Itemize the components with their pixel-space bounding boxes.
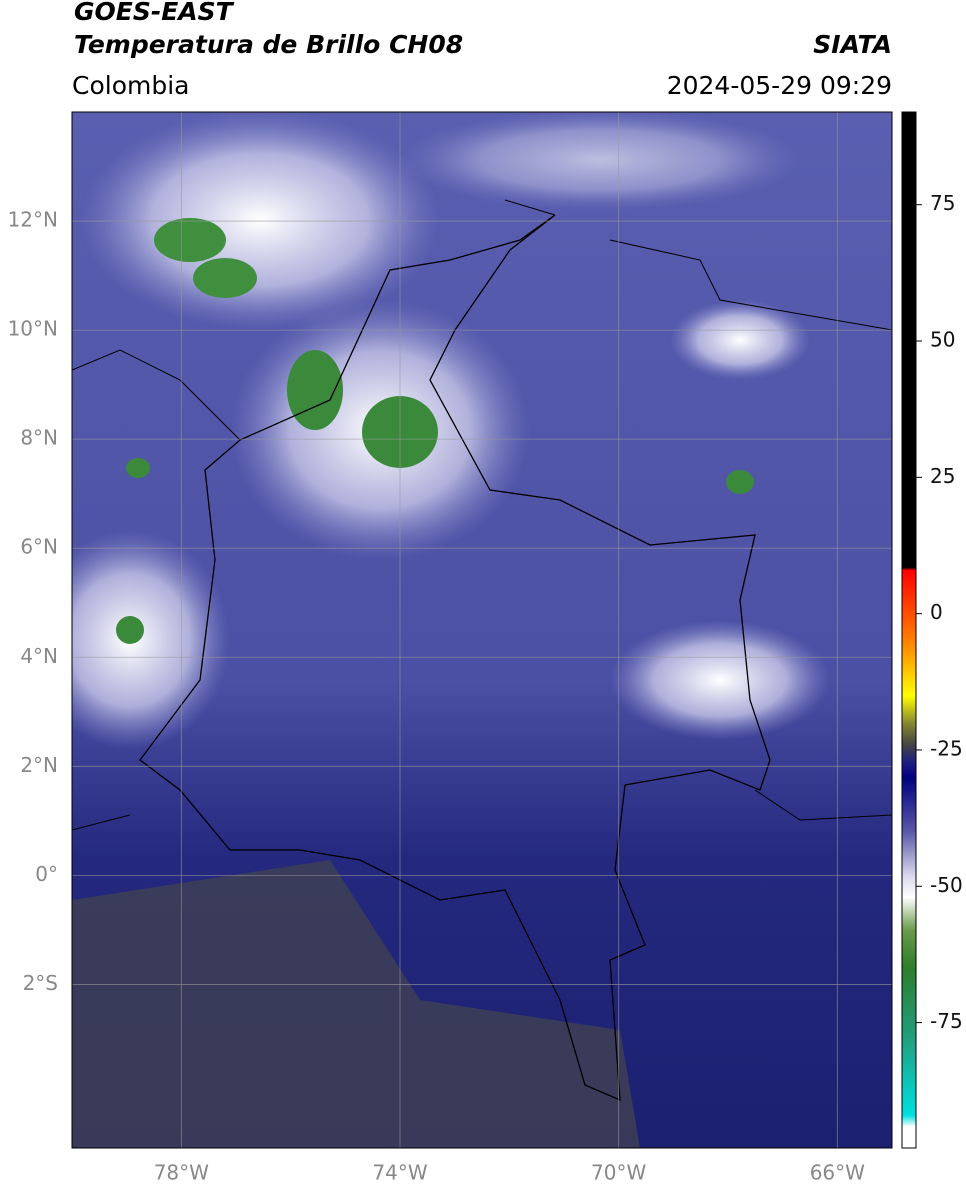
colorbar-tick-label: 0 <box>930 600 943 624</box>
x-tick-label: 66°W <box>810 1161 865 1185</box>
colorbar-segment <box>902 831 916 876</box>
colorbar-tick-label: 25 <box>930 464 955 488</box>
colorbar-segment <box>902 777 916 833</box>
colorbar-tick-label: -50 <box>930 873 963 897</box>
satellite: GOES-EAST <box>74 0 235 26</box>
map-frame <box>71 111 893 1149</box>
y-tick-label: 12°N <box>8 208 58 232</box>
region: Colombia <box>72 71 189 100</box>
colorbar-segment <box>902 1038 916 1116</box>
y-tick-label: 6°N <box>20 535 58 559</box>
warm-region <box>72 860 640 1148</box>
colorbar-segment <box>902 1115 916 1127</box>
cloud <box>80 112 440 330</box>
colorbar-segment <box>902 1126 916 1149</box>
x-tick-label: 70°W <box>591 1161 646 1185</box>
colorbar-segment <box>902 760 916 778</box>
y-tick-label: 10°N <box>8 317 58 341</box>
cloud <box>72 530 230 750</box>
x-tick-label: 74°W <box>372 1161 427 1185</box>
colorbar-tick-label: -75 <box>930 1009 963 1033</box>
cold-top <box>726 470 754 494</box>
cold-top <box>287 350 343 430</box>
colorbar: 75 50 25 0 -25 -50 -75 <box>901 111 963 1149</box>
country-border <box>139 214 771 1102</box>
colorbar-tick-label: 50 <box>930 328 955 352</box>
y-tick-label: 2°S <box>23 971 58 995</box>
cloud <box>670 300 810 380</box>
cold-top <box>126 458 150 478</box>
agency: SIATA <box>813 30 892 59</box>
colorbar-segment <box>902 570 916 642</box>
colorbar-segment <box>902 897 916 931</box>
y-tick-label: 0° <box>35 862 58 886</box>
colorbar-segment <box>902 112 916 568</box>
border <box>72 199 892 831</box>
colorbar-segment <box>902 640 916 696</box>
cold-top <box>154 218 226 262</box>
y-tick-label: 4°N <box>20 644 58 668</box>
datetime: 2024-05-29 09:29 <box>667 71 892 100</box>
cold-top <box>116 616 144 644</box>
colorbar-segment <box>902 695 916 724</box>
cloud <box>610 620 830 740</box>
colorbar-segment <box>902 929 916 969</box>
colorbar-segment <box>902 875 916 898</box>
colorbar-segment <box>902 567 916 571</box>
colorbar-segment <box>902 722 916 746</box>
cold-top <box>193 258 257 298</box>
x-tick-label: 78°W <box>154 1161 209 1185</box>
cloud <box>400 112 800 210</box>
y-tick-label: 8°N <box>20 426 58 450</box>
satellite-image <box>72 112 892 1148</box>
colorbar-segment <box>902 968 916 1040</box>
colorbar-tick-label: -25 <box>930 736 963 760</box>
colorbar-frame <box>901 111 917 1149</box>
product: Temperatura de Brillo CH08 <box>74 30 463 59</box>
colorbar-tick-label: 75 <box>930 191 955 215</box>
y-tick-label: 2°N <box>20 753 58 777</box>
grid <box>72 112 892 1148</box>
colorbar-segment <box>902 744 916 762</box>
